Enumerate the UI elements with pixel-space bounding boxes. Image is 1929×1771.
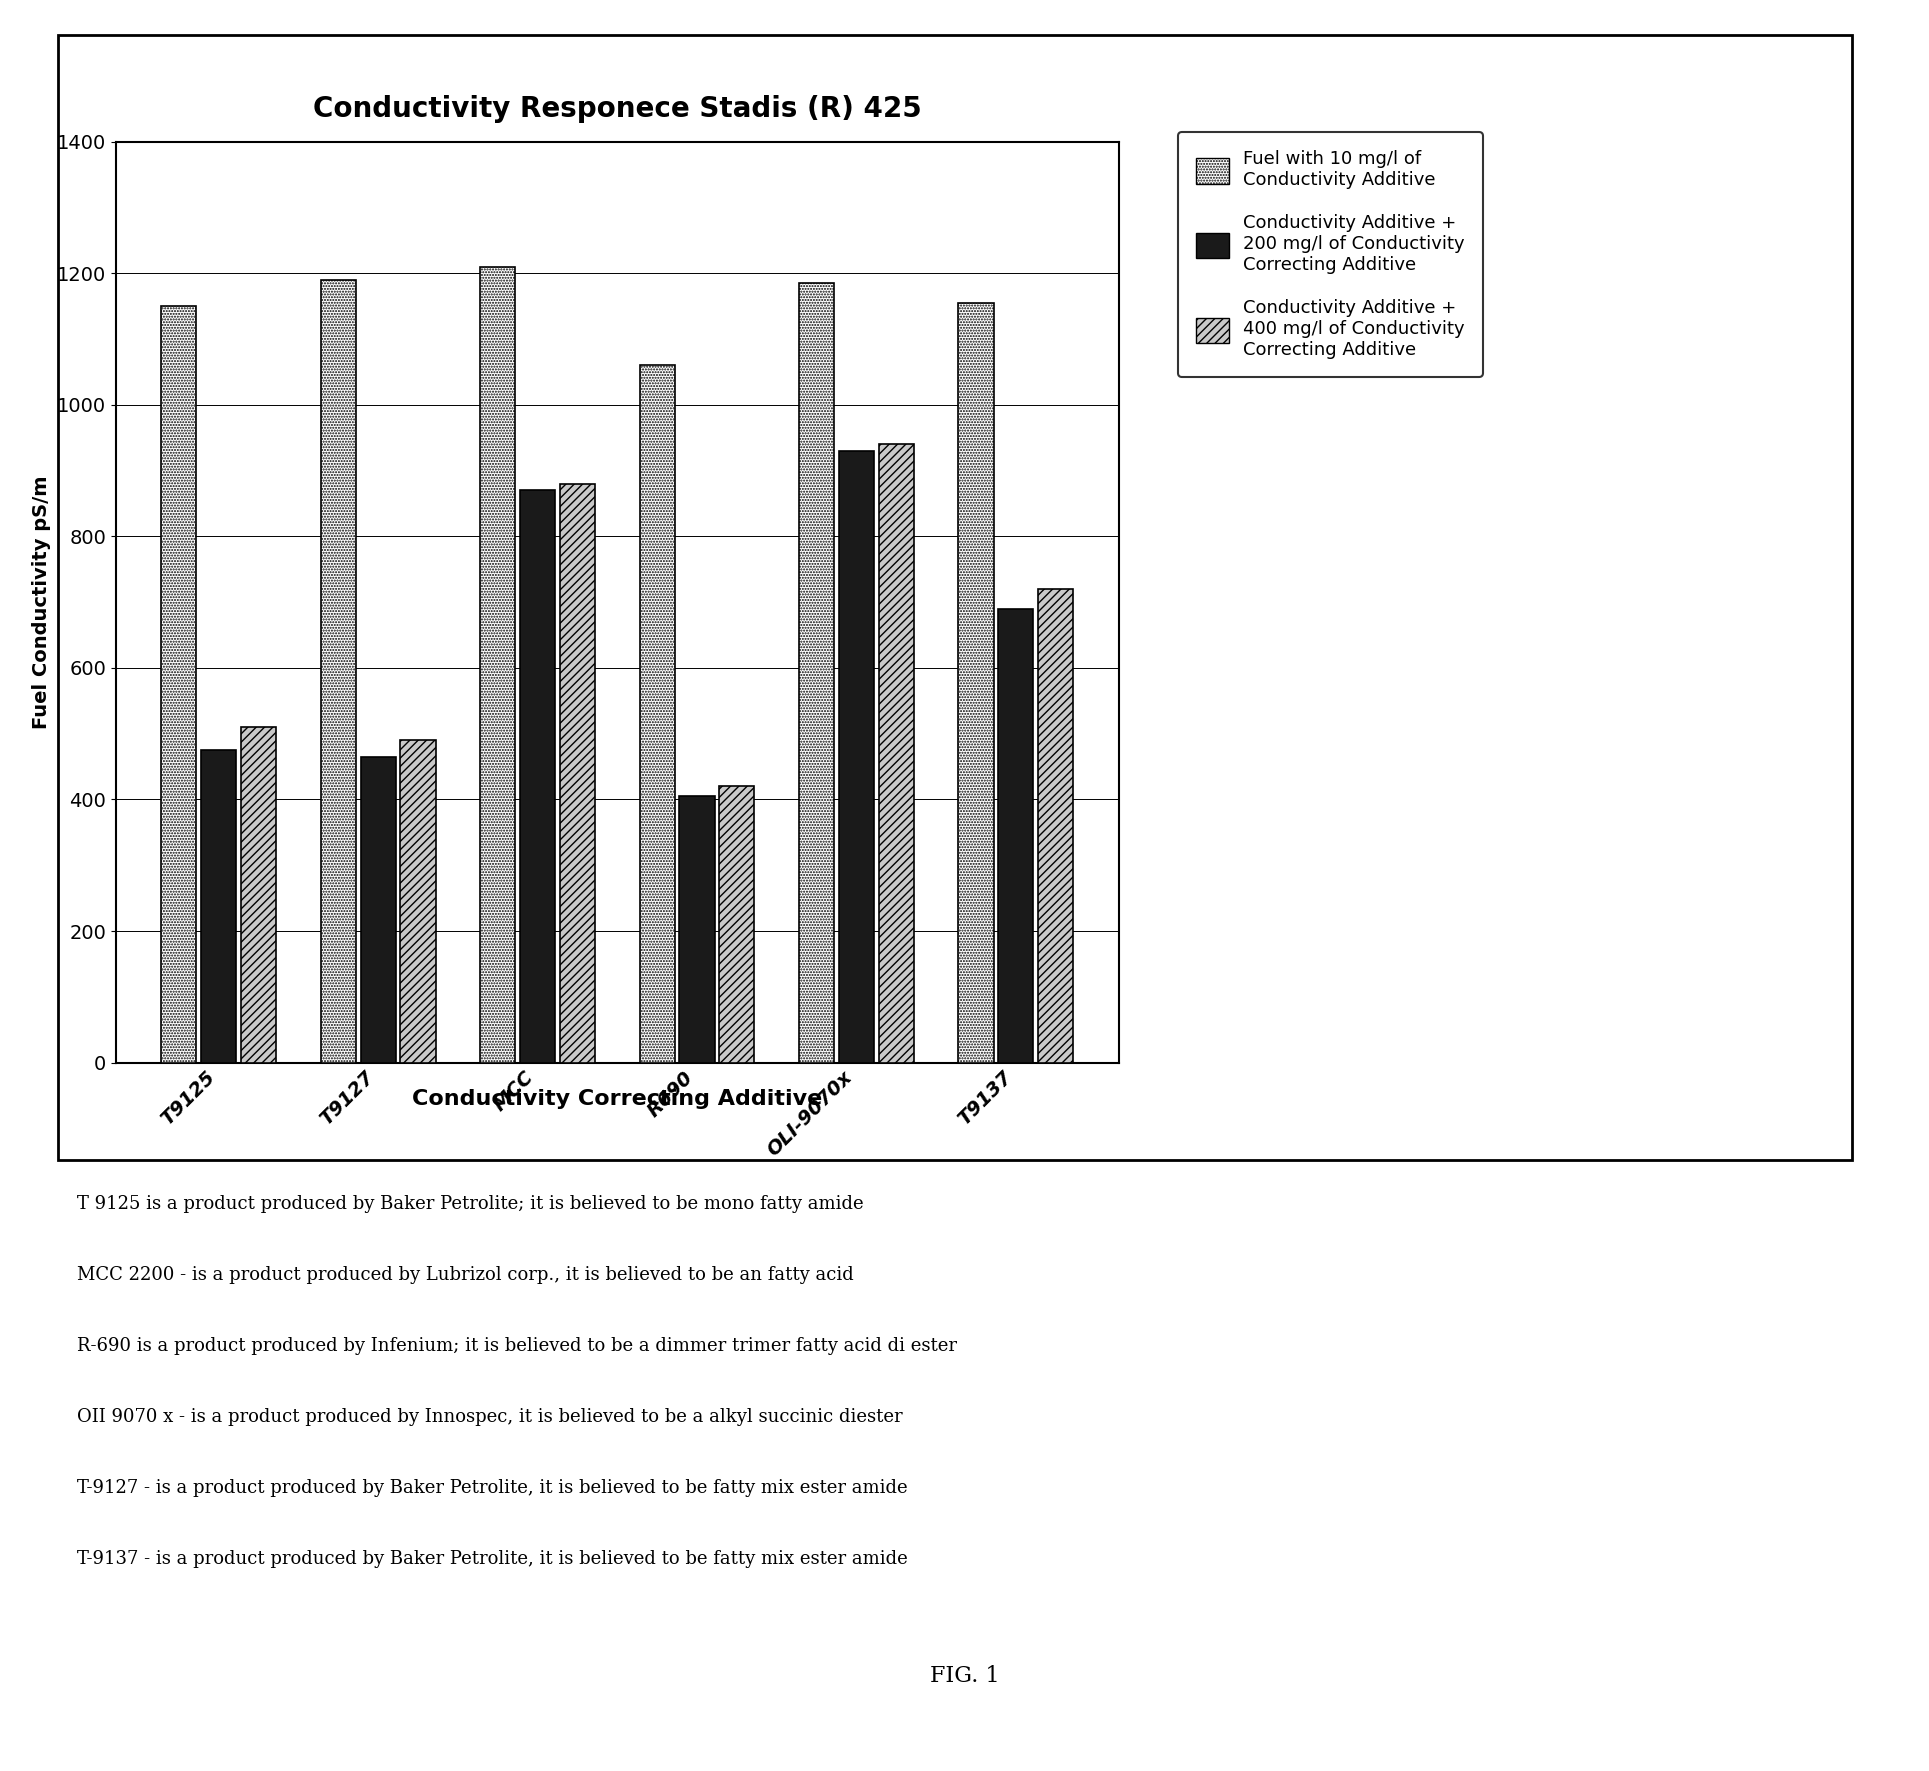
Bar <box>799 283 833 1063</box>
Text: MCC 2200 - is a product produced by Lubrizol corp., it is believed to be an fatt: MCC 2200 - is a product produced by Lubr… <box>77 1266 855 1284</box>
Text: T-9137 - is a product produced by Baker Petrolite, it is believed to be fatty mi: T-9137 - is a product produced by Baker … <box>77 1550 909 1567</box>
Text: Conductivity Correcting Additive: Conductivity Correcting Additive <box>413 1089 822 1109</box>
Bar <box>201 751 235 1063</box>
Text: R-690 is a product produced by Infenium; it is believed to be a dimmer trimer fa: R-690 is a product produced by Infenium;… <box>77 1337 957 1355</box>
Text: T 9125 is a product produced by Baker Petrolite; it is believed to be mono fatty: T 9125 is a product produced by Baker Pe… <box>77 1195 864 1213</box>
Bar <box>959 303 993 1063</box>
Text: T-9127 - is a product produced by Baker Petrolite, it is believed to be fatty mi: T-9127 - is a product produced by Baker … <box>77 1479 909 1496</box>
Y-axis label: Fuel Conductivity pS/m: Fuel Conductivity pS/m <box>33 475 52 730</box>
Bar <box>241 728 276 1063</box>
Text: OII 9070 x - is a product produced by Innospec, it is believed to be a alkyl suc: OII 9070 x - is a product produced by In… <box>77 1408 903 1426</box>
Bar <box>401 740 436 1063</box>
Text: FIG. 1: FIG. 1 <box>930 1665 999 1686</box>
Bar <box>480 267 515 1063</box>
Bar <box>1038 590 1073 1063</box>
Title: Conductivity Responece Stadis (R) 425: Conductivity Responece Stadis (R) 425 <box>312 94 922 122</box>
Bar <box>361 756 395 1063</box>
Bar <box>559 483 594 1063</box>
Bar <box>521 491 556 1063</box>
Bar <box>839 452 874 1063</box>
Bar <box>162 306 197 1063</box>
Bar <box>999 609 1034 1063</box>
Bar <box>640 365 675 1063</box>
Bar <box>679 797 714 1063</box>
Bar <box>320 280 355 1063</box>
Bar <box>720 786 754 1063</box>
Bar <box>880 445 914 1063</box>
Legend: Fuel with 10 mg/l of
Conductivity Additive, Conductivity Additive +
200 mg/l of : Fuel with 10 mg/l of Conductivity Additi… <box>1179 133 1483 377</box>
